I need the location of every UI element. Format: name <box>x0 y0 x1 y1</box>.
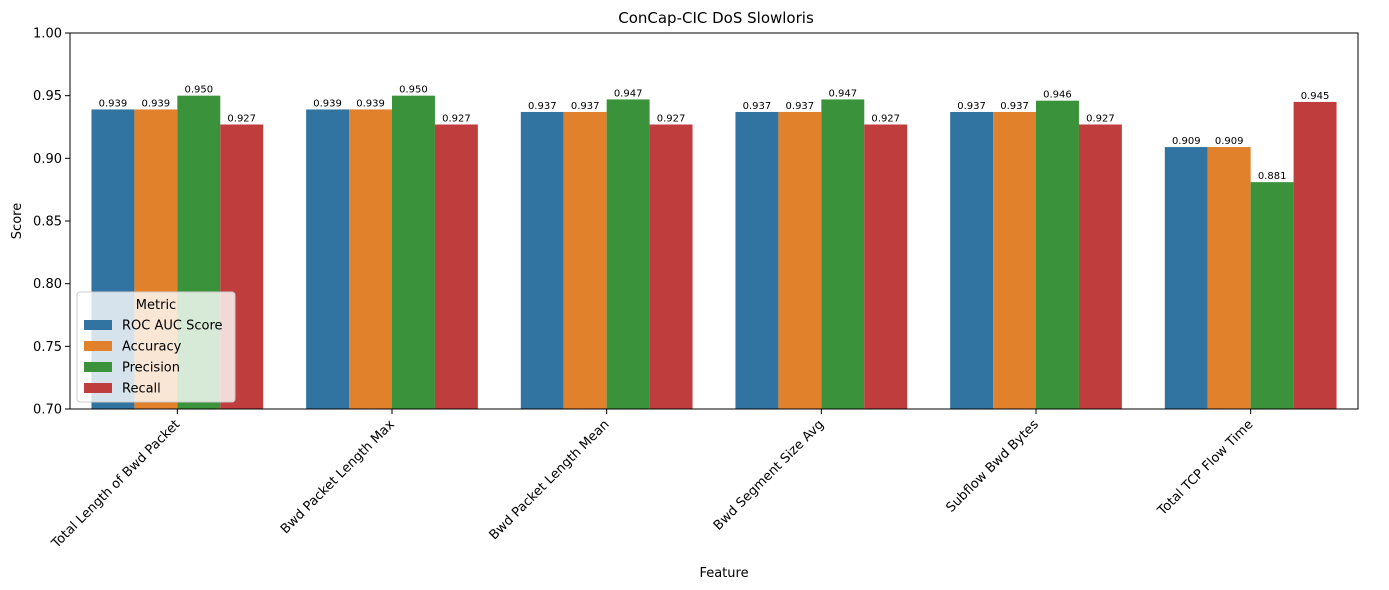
data-label: 0.927 <box>657 113 686 124</box>
legend-label: Recall <box>122 382 161 397</box>
data-label: 0.950 <box>184 85 213 96</box>
x-axis-label: Feature <box>699 566 748 581</box>
bar <box>1078 124 1122 409</box>
y-tick-label: 1.00 <box>33 27 62 42</box>
x-tick-label: Total TCP Flow Time <box>1154 417 1256 519</box>
x-tick-label: Bwd Segment Size Avg <box>711 417 827 533</box>
bar <box>993 111 1036 410</box>
data-label: 0.939 <box>356 98 385 109</box>
legend: Metric ROC AUC Score Accuracy Precision Rec… <box>76 291 236 403</box>
bar <box>520 111 564 410</box>
x-tick-label: Subflow Bwd Bytes <box>943 417 1041 515</box>
x-tick-label: Bwd Packet Length Mean <box>487 417 613 543</box>
bar <box>1207 147 1251 409</box>
bar <box>1293 101 1337 409</box>
bar <box>649 124 693 409</box>
legend-title: Metric <box>136 298 176 313</box>
legend-swatch <box>84 341 112 351</box>
data-label: 0.927 <box>871 113 900 124</box>
data-label: 0.937 <box>528 101 557 112</box>
data-label: 0.947 <box>828 88 857 99</box>
data-label: 0.939 <box>142 98 171 109</box>
data-label: 0.881 <box>1258 171 1287 182</box>
bar <box>821 99 865 409</box>
data-label: 0.937 <box>1000 101 1029 112</box>
bar <box>306 109 350 409</box>
legend-label: ROC AUC Score <box>122 319 223 334</box>
bar <box>950 111 994 410</box>
data-label: 0.927 <box>227 113 256 124</box>
bar <box>1036 100 1079 410</box>
data-label: 0.937 <box>571 101 600 112</box>
data-label: 0.939 <box>313 98 342 109</box>
y-tick-label: 0.75 <box>33 340 62 355</box>
data-label: 0.909 <box>1172 136 1201 147</box>
bars-layer <box>91 95 1337 410</box>
bar <box>434 124 478 409</box>
data-label: 0.950 <box>399 85 428 96</box>
x-axis: Total Length of Bwd Packet Bwd Packet Len… <box>48 409 1256 552</box>
data-label: 0.937 <box>957 101 986 112</box>
y-tick-label: 0.80 <box>33 277 62 292</box>
bar <box>563 111 607 410</box>
data-label: 0.947 <box>614 88 643 99</box>
y-axis: 0.70 0.75 0.80 0.85 0.90 0.95 1.00 <box>33 27 70 418</box>
y-tick-label: 0.90 <box>33 152 62 167</box>
bar <box>864 124 908 409</box>
bar <box>606 99 650 409</box>
bar <box>349 109 392 409</box>
y-tick-label: 0.95 <box>33 89 62 104</box>
legend-label: Accuracy <box>122 340 182 355</box>
legend-swatch <box>84 362 112 372</box>
bar <box>1250 182 1294 409</box>
x-tick-label: Total Length of Bwd Packet <box>48 417 183 552</box>
legend-swatch <box>84 383 112 393</box>
data-label: 0.937 <box>786 101 815 112</box>
legend-swatch <box>84 320 112 330</box>
data-label: 0.939 <box>99 98 128 109</box>
data-label: 0.946 <box>1043 90 1072 101</box>
legend-label: Precision <box>122 361 180 376</box>
bar <box>778 111 822 410</box>
data-label: 0.937 <box>743 101 772 112</box>
y-tick-label: 0.70 <box>33 403 62 418</box>
legend-items: ROC AUC Score Accuracy Precision Recall <box>84 319 223 397</box>
data-label: 0.909 <box>1215 136 1244 147</box>
chart-title: ConCap-CIC DoS Slowloris <box>618 9 814 27</box>
bar <box>1164 147 1208 409</box>
bar <box>735 111 779 410</box>
data-labels-layer: 0.939 0.939 0.937 0.937 0.937 0.909 0.939 0.939… <box>99 85 1330 182</box>
legend-box <box>76 291 236 403</box>
x-tick-label: Bwd Packet Length Max <box>278 417 398 537</box>
y-tick-label: 0.85 <box>33 215 62 230</box>
data-label: 0.945 <box>1301 91 1330 102</box>
bar <box>392 95 435 410</box>
data-label: 0.927 <box>1086 113 1115 124</box>
data-label: 0.927 <box>442 113 471 124</box>
y-axis-label: Score <box>10 203 25 239</box>
